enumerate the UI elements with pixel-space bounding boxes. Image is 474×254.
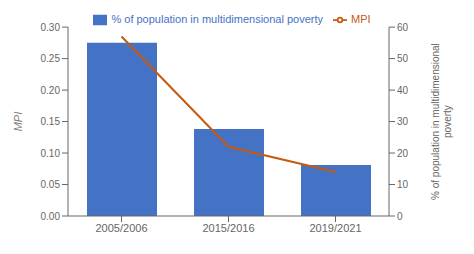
- html-text:MPI: MPI: [351, 13, 371, 25]
- svg-text:0: 0: [397, 211, 403, 222]
- svg-text:0.15: 0.15: [41, 116, 61, 127]
- svg-text:50: 50: [397, 53, 409, 64]
- svg-text:10: 10: [397, 179, 409, 190]
- svg-text:0.05: 0.05: [41, 179, 61, 190]
- svg-text:2015/2016: 2015/2016: [203, 222, 255, 234]
- svg-text:0.00: 0.00: [41, 211, 61, 222]
- svg-text:0.10: 0.10: [41, 148, 61, 159]
- svg-text:60: 60: [397, 22, 409, 33]
- svg-text:2019/2021: 2019/2021: [310, 222, 362, 234]
- svg-text:40: 40: [397, 85, 409, 96]
- svg-text:20: 20: [397, 148, 409, 159]
- svg-text:0.30: 0.30: [41, 22, 61, 33]
- html-text:% of population in multidimens: % of population in multidimensional pove…: [111, 13, 323, 25]
- svg-text:2005/2006: 2005/2006: [96, 222, 148, 234]
- svg-text:0.25: 0.25: [41, 53, 61, 64]
- svg-text:30: 30: [397, 116, 409, 127]
- svg-text:0.20: 0.20: [41, 85, 61, 96]
- svg-text:% of population in multidimens: % of population in multidimensionalpover…: [430, 43, 453, 200]
- svg-text:MPI: MPI: [12, 112, 24, 132]
